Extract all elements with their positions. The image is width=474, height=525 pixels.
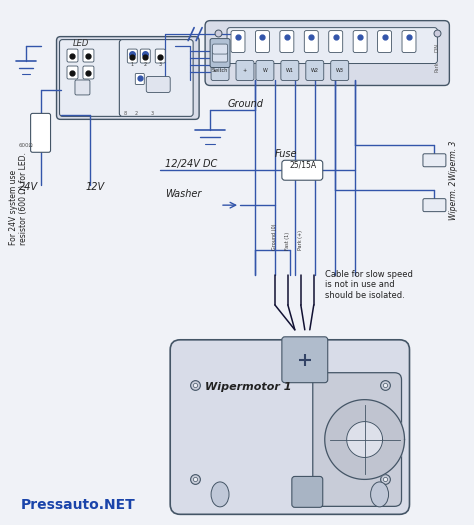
Text: LED: LED — [73, 38, 89, 48]
FancyBboxPatch shape — [67, 66, 78, 79]
FancyBboxPatch shape — [140, 49, 150, 63]
Text: 24V: 24V — [18, 182, 38, 192]
Text: 1: 1 — [131, 61, 134, 67]
FancyBboxPatch shape — [231, 30, 245, 52]
Text: Pressauto.NET: Pressauto.NET — [21, 498, 136, 512]
FancyBboxPatch shape — [56, 37, 199, 119]
Text: 12V: 12V — [85, 182, 105, 192]
FancyBboxPatch shape — [402, 30, 416, 52]
Text: W2: W2 — [311, 68, 319, 72]
Text: 3: 3 — [159, 61, 162, 67]
FancyBboxPatch shape — [280, 30, 294, 52]
Text: Fast (1): Fast (1) — [285, 232, 290, 250]
FancyBboxPatch shape — [31, 113, 51, 152]
Polygon shape — [325, 400, 404, 479]
Text: Park: Park — [434, 61, 439, 71]
FancyBboxPatch shape — [135, 74, 144, 85]
Text: Wiperm. 3: Wiperm. 3 — [449, 140, 458, 180]
FancyBboxPatch shape — [329, 30, 343, 52]
Ellipse shape — [211, 482, 229, 507]
FancyBboxPatch shape — [205, 20, 449, 86]
Text: 2: 2 — [134, 111, 137, 117]
FancyBboxPatch shape — [212, 52, 228, 62]
FancyBboxPatch shape — [83, 66, 94, 79]
Text: 12/24V DC: 12/24V DC — [165, 159, 218, 169]
FancyBboxPatch shape — [236, 60, 254, 80]
Text: Wipermotor 1: Wipermotor 1 — [205, 382, 292, 392]
FancyBboxPatch shape — [256, 60, 274, 80]
FancyBboxPatch shape — [331, 60, 349, 80]
FancyBboxPatch shape — [170, 340, 410, 514]
FancyBboxPatch shape — [83, 49, 94, 62]
Text: Switch: Switch — [212, 68, 228, 72]
FancyBboxPatch shape — [423, 198, 446, 212]
FancyBboxPatch shape — [306, 60, 324, 80]
Text: Washer: Washer — [165, 189, 201, 199]
Text: 2: 2 — [144, 61, 147, 67]
FancyBboxPatch shape — [119, 39, 193, 117]
Text: For 24V system use
resistor (600 Ω) for LED.: For 24V system use resistor (600 Ω) for … — [9, 152, 28, 245]
Text: Park (+): Park (+) — [298, 230, 303, 250]
Text: 8: 8 — [123, 111, 127, 117]
FancyBboxPatch shape — [313, 373, 401, 506]
FancyBboxPatch shape — [353, 30, 367, 52]
Text: W3: W3 — [336, 68, 344, 72]
FancyBboxPatch shape — [378, 30, 392, 52]
FancyBboxPatch shape — [211, 60, 229, 80]
FancyBboxPatch shape — [128, 49, 137, 63]
FancyBboxPatch shape — [423, 154, 446, 167]
Text: Ground: Ground — [228, 99, 264, 109]
FancyBboxPatch shape — [282, 160, 323, 180]
Text: W1: W1 — [286, 68, 294, 72]
FancyBboxPatch shape — [67, 49, 78, 62]
FancyBboxPatch shape — [146, 77, 170, 92]
Text: 3: 3 — [150, 111, 154, 117]
Text: 600Ω: 600Ω — [18, 143, 33, 148]
FancyBboxPatch shape — [212, 44, 228, 54]
FancyBboxPatch shape — [255, 30, 269, 52]
Polygon shape — [346, 422, 383, 457]
Text: DIN: DIN — [434, 43, 439, 51]
FancyBboxPatch shape — [75, 80, 90, 95]
Ellipse shape — [371, 482, 389, 507]
FancyBboxPatch shape — [281, 60, 299, 80]
FancyBboxPatch shape — [60, 39, 123, 117]
Text: Wiperm. 2: Wiperm. 2 — [449, 180, 458, 219]
Text: W: W — [263, 68, 267, 72]
FancyBboxPatch shape — [292, 476, 323, 507]
Text: 25/15A: 25/15A — [290, 160, 317, 169]
Text: Fuse: Fuse — [275, 149, 297, 159]
FancyBboxPatch shape — [304, 30, 318, 52]
FancyBboxPatch shape — [210, 39, 230, 68]
Text: +: + — [243, 68, 247, 72]
Text: Ground (0): Ground (0) — [272, 224, 277, 250]
Text: Cable for slow speed
is not in use and
should be isolated.: Cable for slow speed is not in use and s… — [325, 270, 413, 300]
FancyBboxPatch shape — [282, 337, 328, 383]
FancyBboxPatch shape — [155, 49, 165, 63]
FancyBboxPatch shape — [227, 28, 438, 64]
